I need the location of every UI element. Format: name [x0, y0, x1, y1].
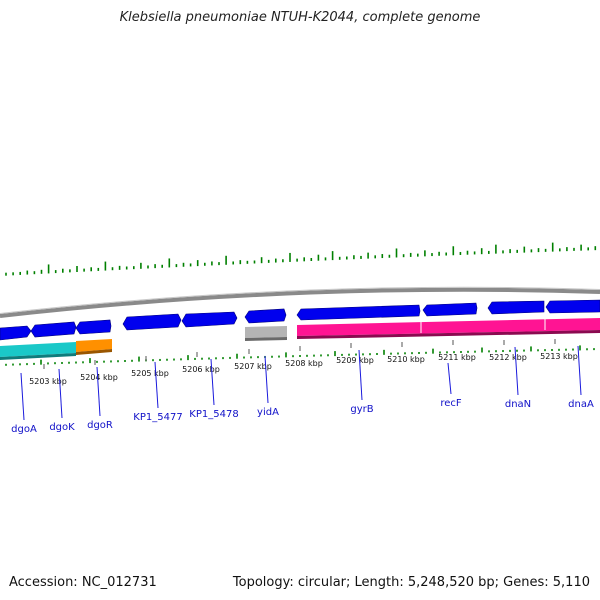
- cds-cyan-shadow: [0, 353, 76, 360]
- gene-label-line: [210, 358, 215, 406]
- gene-label-line: [358, 349, 363, 401]
- forward-strand-genes: [0, 299, 600, 341]
- gene-label-line: [20, 372, 25, 421]
- gene-label-lines: [20, 345, 582, 421]
- gene-label: gyrB: [350, 404, 373, 415]
- gene-label: dgoR: [87, 420, 113, 431]
- kbp-label: 5210 kbp: [387, 355, 425, 364]
- gene-label: dgoK: [49, 422, 75, 433]
- gene-arrow-recF: [422, 302, 478, 317]
- cds-pink-shadow: [297, 330, 600, 339]
- gene-arrow-dgoA: [0, 325, 32, 341]
- gene-label-line: [58, 368, 63, 419]
- gene-arrow-dnaN: [487, 300, 545, 315]
- gene-arrow-gyrB: [296, 304, 421, 321]
- kbp-label: 5203 kbp: [29, 377, 67, 386]
- genome-backbone: [0, 287, 600, 318]
- gene-label: yidA: [257, 407, 279, 418]
- kbp-label: 5205 kbp: [131, 369, 169, 378]
- gene-arrow-yidA: [244, 308, 287, 324]
- cds-gray-shadow: [245, 337, 287, 341]
- backbone-highlight: [0, 286, 600, 314]
- gene-label: dgoA: [11, 424, 37, 435]
- gene-label: dnaA: [568, 399, 594, 410]
- coordinate-ticks: [43, 339, 556, 369]
- gene-label: KP1_5478: [189, 409, 238, 420]
- gene-label-line: [154, 361, 159, 409]
- kbp-label: 5209 kbp: [336, 356, 374, 365]
- kbp-label: 5206 kbp: [182, 365, 220, 374]
- gene-label-line: [577, 345, 582, 396]
- gene-arrow-dgoK: [30, 321, 77, 338]
- cds-features: [0, 318, 600, 360]
- kbp-label: 5208 kbp: [285, 359, 323, 368]
- topology-text: Topology: circular; Length: 5,248,520 bp…: [232, 575, 590, 590]
- kbp-label: 5204 kbp: [80, 373, 118, 382]
- map-title: Klebsiella pneumoniae NTUH-K2044, comple…: [119, 10, 481, 25]
- accession-text: Accession: NC_012731: [9, 575, 157, 590]
- gene-label-line: [96, 366, 101, 417]
- kbp-label: 5207 kbp: [234, 362, 272, 371]
- gene-label-line: [514, 346, 519, 396]
- cds-orange: [76, 339, 112, 352]
- cds-orange-shadow: [76, 349, 112, 355]
- kbp-label: 5213 kbp: [540, 352, 578, 361]
- cds-cyan: [0, 342, 76, 357]
- gene-arrow-dnaA: [545, 299, 600, 314]
- gene-label: KP1_5477: [133, 412, 182, 423]
- gene-arrow-KP1_5477: [122, 313, 182, 331]
- gene-arrow-KP1_5478: [181, 311, 238, 328]
- gene-label-line: [264, 355, 269, 404]
- cds-gray: [245, 326, 287, 338]
- gene-labels: dgoA dgoK dgoR KP1_5477 KP1_5478 yidA gyrB recF…: [11, 398, 594, 435]
- gene-label: dnaN: [505, 399, 531, 410]
- kbp-label: 5211 kbp: [438, 353, 476, 362]
- gene-label: recF: [440, 398, 462, 409]
- coordinate-labels: 5203 kbp 5204 kbp 5205 kbp 5206 kbp 5207 kbp…: [29, 352, 578, 386]
- kbp-label: 5212 kbp: [489, 353, 527, 362]
- gene-arrow-dgoR: [75, 319, 112, 335]
- gene-label-line: [447, 362, 452, 395]
